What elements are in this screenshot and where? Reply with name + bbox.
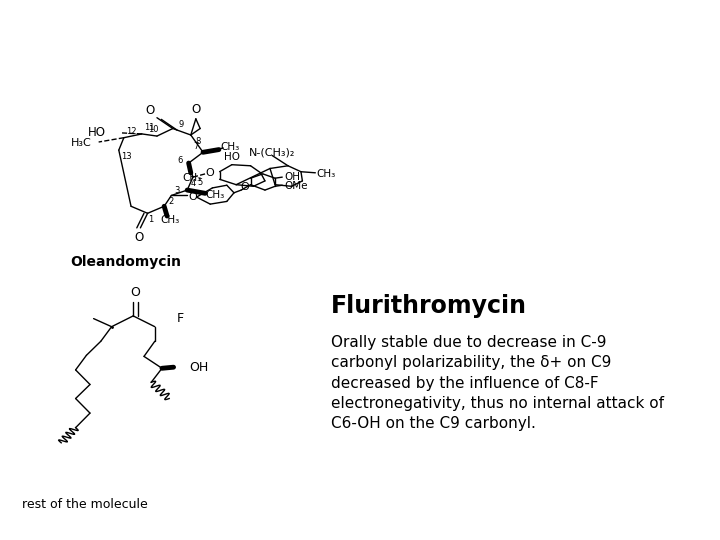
Text: CH₃: CH₃ <box>183 173 202 183</box>
Text: O: O <box>135 231 143 244</box>
Text: 9: 9 <box>179 120 184 129</box>
Text: Flurithromycin: Flurithromycin <box>331 294 527 318</box>
Text: rest of the molecule: rest of the molecule <box>22 498 148 511</box>
Text: OMe: OMe <box>284 181 308 191</box>
Text: O: O <box>130 286 140 299</box>
Text: 8: 8 <box>195 137 201 146</box>
Text: O: O <box>240 183 249 192</box>
Text: OH: OH <box>189 361 209 374</box>
Text: 11: 11 <box>144 123 154 132</box>
Text: OH: OH <box>284 172 300 182</box>
Text: O: O <box>189 192 197 202</box>
Text: CH₃: CH₃ <box>205 191 224 200</box>
Text: 10: 10 <box>148 125 158 134</box>
Text: 1: 1 <box>148 215 154 224</box>
Text: CH₃: CH₃ <box>221 142 240 152</box>
Text: 3: 3 <box>174 186 180 194</box>
Text: 4: 4 <box>190 179 196 188</box>
Text: Orally stable due to decrease in C-9
carbonyl polarizability, the δ+ on C9
decre: Orally stable due to decrease in C-9 car… <box>331 335 665 431</box>
Text: CH₃: CH₃ <box>161 215 179 225</box>
Text: CH₃: CH₃ <box>317 169 336 179</box>
Text: F: F <box>177 312 184 325</box>
Text: 5: 5 <box>197 178 203 187</box>
Text: 2: 2 <box>168 198 174 206</box>
Text: Oleandomycin: Oleandomycin <box>71 255 181 269</box>
Text: H₃C: H₃C <box>71 138 91 148</box>
Text: O: O <box>206 168 215 178</box>
Text: 6: 6 <box>177 156 183 165</box>
Text: 7: 7 <box>193 143 199 151</box>
Text: HO: HO <box>88 126 106 139</box>
Text: O: O <box>145 104 154 117</box>
Text: O: O <box>192 103 200 116</box>
Text: 13: 13 <box>121 152 131 161</box>
Text: N-(CH₃)₂: N-(CH₃)₂ <box>249 147 295 157</box>
Text: 12: 12 <box>126 127 136 136</box>
Text: HO: HO <box>224 152 240 161</box>
